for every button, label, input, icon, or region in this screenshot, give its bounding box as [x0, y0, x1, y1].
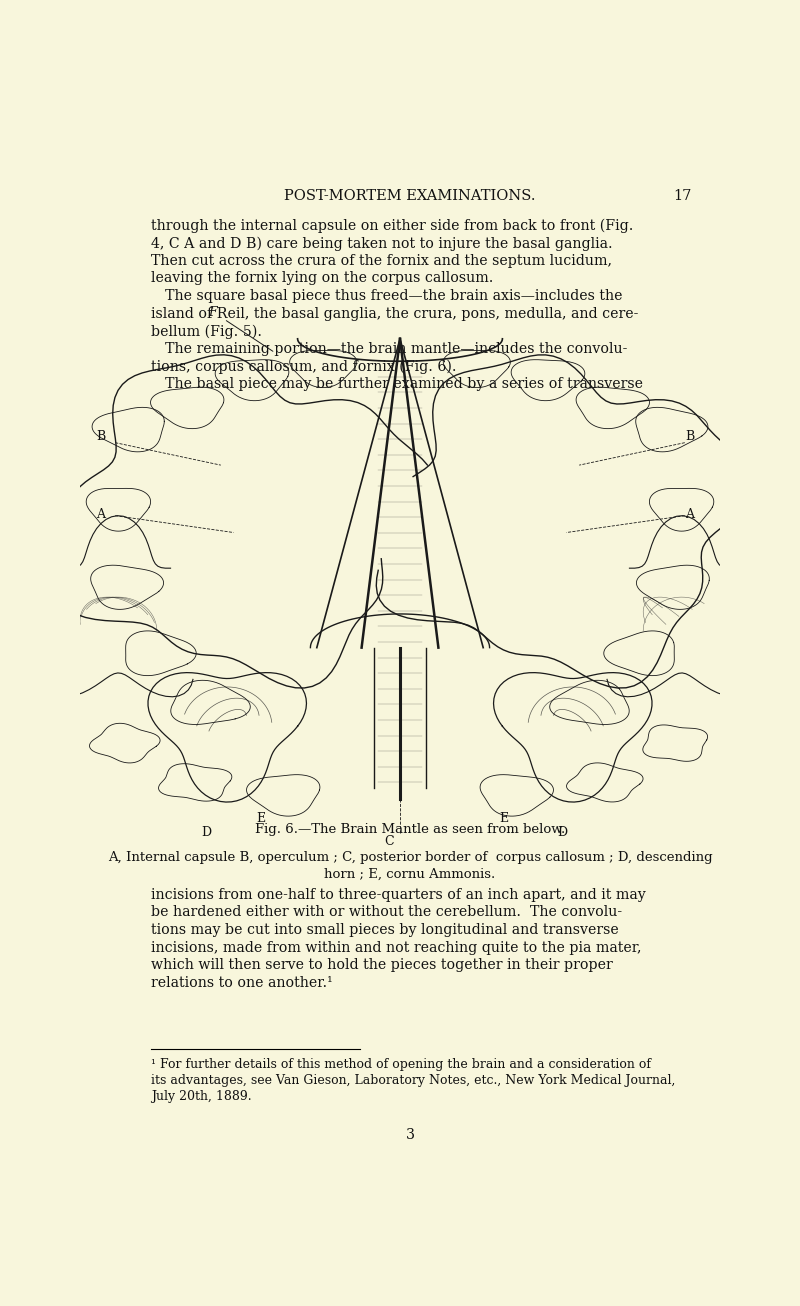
Text: E: E	[256, 812, 265, 824]
Text: through the internal capsule on either side from back to front (Fig.: through the internal capsule on either s…	[151, 218, 634, 232]
Text: B: B	[685, 430, 694, 443]
Text: 4, C A and D B) care being taken not to injure the basal ganglia.: 4, C A and D B) care being taken not to …	[151, 236, 613, 251]
Text: tions may be cut into small pieces by longitudinal and transverse: tions may be cut into small pieces by lo…	[151, 923, 618, 936]
Text: A: A	[685, 508, 694, 521]
Text: leaving the fornix lying on the corpus callosum.: leaving the fornix lying on the corpus c…	[151, 272, 494, 285]
Text: bellum (Fig. 5).: bellum (Fig. 5).	[151, 324, 262, 338]
Text: which will then serve to hold the pieces together in their proper: which will then serve to hold the pieces…	[151, 959, 613, 972]
Text: Fig. 6.—The Brain Mantle as seen from below.: Fig. 6.—The Brain Mantle as seen from be…	[255, 824, 565, 836]
Text: incisions from one-half to three-quarters of an inch apart, and it may: incisions from one-half to three-quarter…	[151, 888, 646, 902]
Text: F: F	[208, 307, 217, 319]
Text: be hardened either with or without the cerebellum.  The convolu-: be hardened either with or without the c…	[151, 905, 622, 919]
Text: island of Reil, the basal ganglia, the crura, pons, medulla, and cere-: island of Reil, the basal ganglia, the c…	[151, 307, 638, 320]
Text: E: E	[499, 812, 508, 824]
Text: The basal piece may be further examined by a series of transverse: The basal piece may be further examined …	[151, 377, 643, 390]
Text: ¹ For further details of this method of opening the brain and a consideration of: ¹ For further details of this method of …	[151, 1058, 651, 1071]
Text: its advantages, see Van Gieson, Laboratory Notes, etc., New York Medical Journal: its advantages, see Van Gieson, Laborato…	[151, 1074, 675, 1087]
Text: July 20th, 1889.: July 20th, 1889.	[151, 1091, 251, 1104]
Text: relations to one another.¹: relations to one another.¹	[151, 976, 333, 990]
Text: 17: 17	[674, 189, 692, 202]
Text: incisions, made from within and not reaching quite to the pia mater,: incisions, made from within and not reac…	[151, 940, 642, 955]
Text: tions, corpus callosum, and fornix (Fig. 6).: tions, corpus callosum, and fornix (Fig.…	[151, 359, 456, 374]
Text: B: B	[96, 430, 106, 443]
Text: POST-MORTEM EXAMINATIONS.: POST-MORTEM EXAMINATIONS.	[284, 189, 536, 202]
Text: A: A	[96, 508, 105, 521]
Text: C: C	[384, 836, 394, 849]
Text: horn ; E, cornu Ammonis.: horn ; E, cornu Ammonis.	[324, 867, 496, 880]
Text: The remaining portion—the brain mantle—includes the convolu-: The remaining portion—the brain mantle—i…	[151, 342, 627, 355]
Text: D: D	[202, 825, 212, 838]
Text: 3: 3	[406, 1128, 414, 1143]
Text: A, Internal capsule B, operculum ; C, posterior border of  corpus callosum ; D, : A, Internal capsule B, operculum ; C, po…	[108, 850, 712, 863]
Text: The square basal piece thus freed—the brain axis—includes the: The square basal piece thus freed—the br…	[151, 289, 622, 303]
Text: Then cut across the crura of the fornix and the septum lucidum,: Then cut across the crura of the fornix …	[151, 253, 612, 268]
Text: D: D	[557, 825, 567, 838]
